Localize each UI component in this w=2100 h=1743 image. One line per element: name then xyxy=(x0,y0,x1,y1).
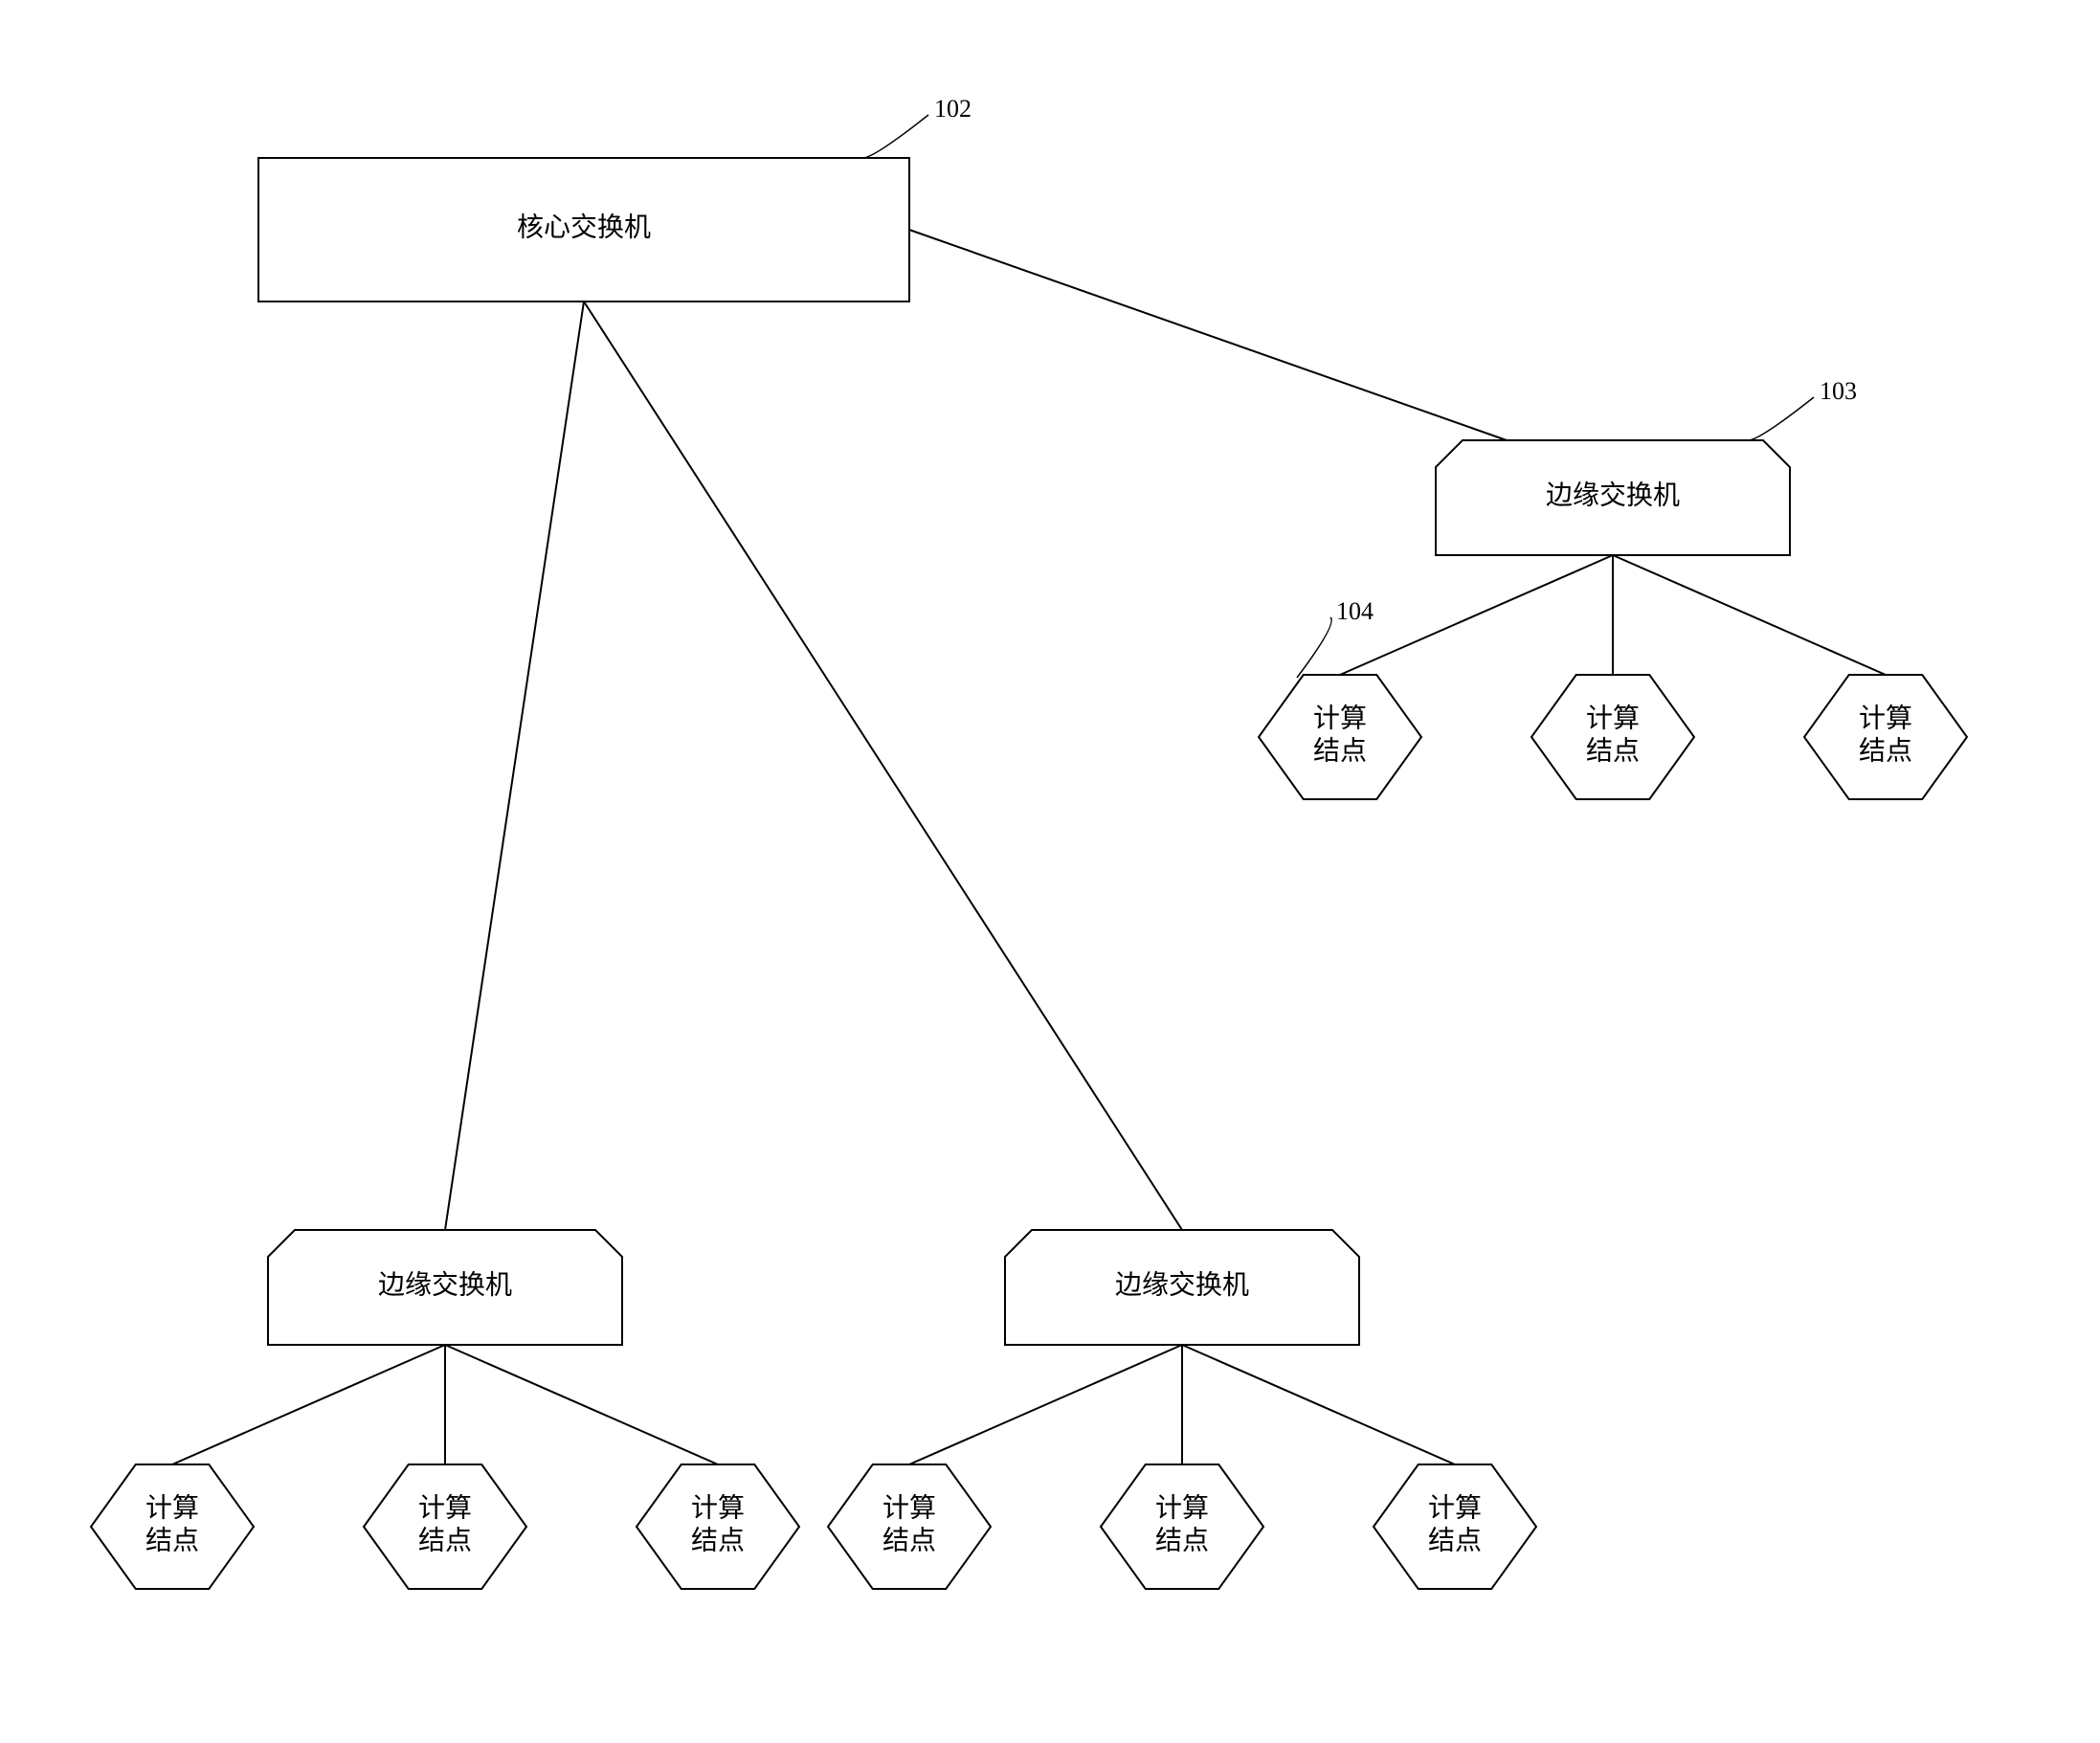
node-hB2-label-line1: 结点 xyxy=(418,1525,472,1555)
node-hB1: 计算结点 xyxy=(91,1464,254,1589)
node-core: 核心交换机 xyxy=(258,158,909,302)
node-edgeA: 边缘交换机 xyxy=(1436,440,1790,555)
node-hA1: 计算结点 xyxy=(1259,675,1421,799)
ref-label-core: 102 xyxy=(934,95,972,123)
node-hB3: 计算结点 xyxy=(637,1464,799,1589)
node-hC1-label-line0: 计算 xyxy=(882,1492,936,1523)
node-hB1-label-line0: 计算 xyxy=(145,1492,199,1523)
node-core-label: 核心交换机 xyxy=(517,212,651,242)
node-hA2-label-line1: 结点 xyxy=(1586,735,1640,766)
ref-label-hA1: 104 xyxy=(1336,597,1374,625)
node-hA2: 计算结点 xyxy=(1531,675,1694,799)
node-hC3-label-line1: 结点 xyxy=(1428,1525,1482,1555)
node-hA3-label-line1: 结点 xyxy=(1859,735,1912,766)
ref-leader-core xyxy=(861,115,928,158)
node-edgeB: 边缘交换机 xyxy=(268,1230,622,1345)
node-hC2: 计算结点 xyxy=(1101,1464,1263,1589)
node-hA1-label-line1: 结点 xyxy=(1313,735,1367,766)
node-hC2-label-line0: 计算 xyxy=(1155,1492,1209,1523)
node-hC1-label-line1: 结点 xyxy=(882,1525,936,1555)
node-hA2-label-line0: 计算 xyxy=(1586,703,1640,733)
edge-edgeA-hA3 xyxy=(1613,555,1886,675)
node-hB2-label-line0: 计算 xyxy=(418,1492,472,1523)
node-hA3-label-line0: 计算 xyxy=(1859,703,1912,733)
node-hB3-label-line0: 计算 xyxy=(691,1492,745,1523)
ref-leader-hA1 xyxy=(1297,617,1331,678)
node-hC3-label-line0: 计算 xyxy=(1428,1492,1482,1523)
edge-edgeC-hC3 xyxy=(1182,1345,1455,1464)
edge-edgeB-hB3 xyxy=(445,1345,718,1464)
ref-leader-edgeA xyxy=(1747,397,1814,440)
edge-core-edgeA xyxy=(909,230,1507,440)
node-edgeB-label: 边缘交换机 xyxy=(378,1269,512,1300)
node-hB2: 计算结点 xyxy=(364,1464,526,1589)
ref-label-edgeA: 103 xyxy=(1820,377,1857,405)
node-hB3-label-line1: 结点 xyxy=(691,1525,745,1555)
edge-core-edgeB xyxy=(445,302,584,1230)
nodes-layer: 核心交换机边缘交换机边缘交换机边缘交换机计算结点计算结点计算结点计算结点计算结点… xyxy=(91,158,1967,1589)
edge-edgeA-hA1 xyxy=(1340,555,1613,675)
edge-edgeC-hC1 xyxy=(909,1345,1182,1464)
ref-layer: 102 103 104 xyxy=(861,95,1857,678)
network-diagram: 核心交换机边缘交换机边缘交换机边缘交换机计算结点计算结点计算结点计算结点计算结点… xyxy=(0,0,2100,1743)
node-hB1-label-line1: 结点 xyxy=(145,1525,199,1555)
node-hC2-label-line1: 结点 xyxy=(1155,1525,1209,1555)
node-hA1-label-line0: 计算 xyxy=(1313,703,1367,733)
node-hA3: 计算结点 xyxy=(1804,675,1967,799)
node-hC3: 计算结点 xyxy=(1374,1464,1536,1589)
node-hC1: 计算结点 xyxy=(828,1464,991,1589)
node-edgeA-label: 边缘交换机 xyxy=(1546,480,1680,510)
edge-edgeB-hB1 xyxy=(172,1345,445,1464)
edge-core-edgeC xyxy=(584,302,1182,1230)
node-edgeC-label: 边缘交换机 xyxy=(1115,1269,1249,1300)
node-edgeC: 边缘交换机 xyxy=(1005,1230,1359,1345)
